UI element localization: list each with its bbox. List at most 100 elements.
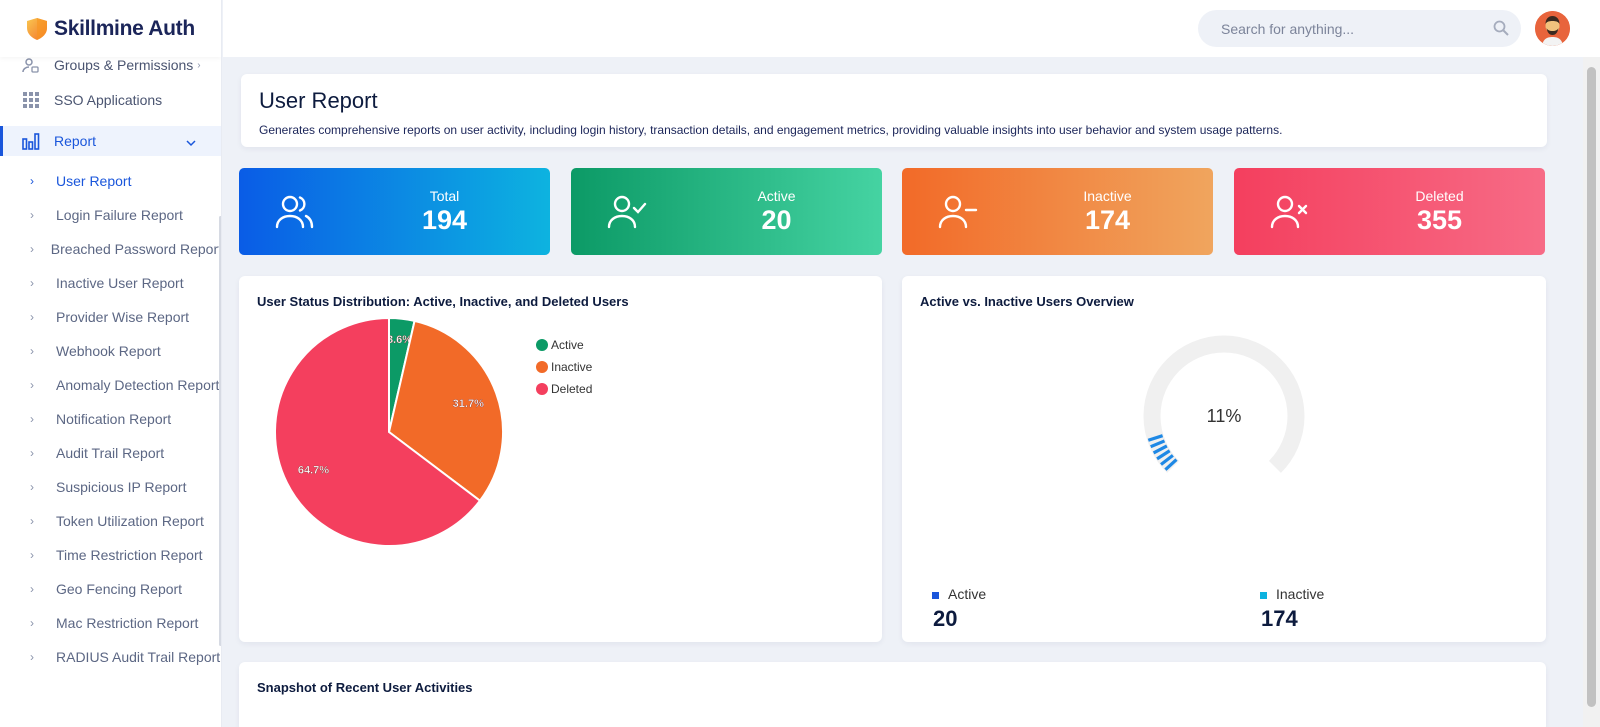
sidebar-subitem-login-failure-report[interactable]: › Login Failure Report [0,198,221,232]
gauge-center-label: 11% [1207,406,1242,426]
legend-dot-deleted [536,383,548,395]
stat-value: 194 [421,205,468,235]
sidebar-subitem-notification-report[interactable]: › Notification Report [0,402,221,436]
chevron-right-icon: › [30,548,34,562]
main-scrollbar[interactable] [1583,57,1600,727]
bar-chart-icon [22,132,40,150]
sidebar-subitem-user-report[interactable]: › User Report [0,164,221,198]
chevron-right-icon: › [30,208,34,222]
sub-label: Webhook Report [56,343,161,359]
pie-slice-inactive[interactable] [387,319,504,503]
gauge-value-tick [1164,458,1178,471]
chevron-right-icon: › [30,616,34,630]
gauge-chart-title: Active vs. Inactive Users Overview [920,294,1134,309]
sidebar-subitem-token-utilization-report[interactable]: › Token Utilization Report [0,504,221,538]
chevron-right-icon: › [30,412,34,426]
pie-slice-deleted[interactable] [274,316,482,547]
sidebar-subitem-provider-wise-report[interactable]: › Provider Wise Report [0,300,221,334]
user-check-icon [607,195,647,229]
sidebar-subitem-webhook-report[interactable]: › Webhook Report [0,334,221,368]
stat-card-inactive: Inactive 174 [902,168,1213,255]
legend-item-deleted[interactable]: Deleted [536,378,592,400]
report-submenu: › User Report › Login Failure Report › Brea… [0,156,221,674]
chevron-right-icon: › [197,59,201,71]
pie-data-label: 3.6% [387,334,412,346]
gauge-value-tick [1156,449,1171,461]
sidebar-subitem-suspicious-ip-report[interactable]: › Suspicious IP Report [0,470,221,504]
sub-label: Time Restriction Report [56,547,203,563]
sidebar-item-sso-applications[interactable]: SSO Applications [0,80,221,120]
stat-label: Inactive [1083,188,1132,204]
legend-value: 174 [1261,606,1298,631]
sidebar-subitem-geo-fencing-report[interactable]: › Geo Fencing Report [0,572,221,606]
gauge-value-tick [1147,434,1164,442]
legend-label: Deleted [551,382,593,396]
legend-label: Active [551,338,584,352]
top-header [223,0,1600,57]
legend-label: Active [948,586,987,602]
sidebar-item-label: Report [54,133,97,149]
sidebar-scrollbar[interactable] [219,216,221,646]
chevron-right-icon: › [30,480,34,494]
sidebar-item-label: SSO Applications [54,92,163,108]
sidebar-item-report[interactable]: Report [0,126,221,156]
brand[interactable]: Skillmine Auth [0,0,221,57]
scrollbar-thumb[interactable] [1587,67,1596,707]
chevron-right-icon: › [30,650,34,664]
search-icon[interactable] [1493,20,1509,41]
gauge-value-tick [1152,444,1168,455]
gauge-value-tick [1160,454,1174,466]
sidebar-subitem-radius-audit-trail-report[interactable]: › RADIUS Audit Trail Report [0,640,221,674]
sidebar-subitem-breached-password-report[interactable]: › Breached Password Report [0,232,221,266]
stat-label: Total [429,188,460,204]
snapshot-title: Snapshot of Recent User Activities [257,680,473,695]
chevron-right-icon: › [30,344,34,358]
gauge-track [1143,335,1305,473]
gauge-legend-inactive: Inactive 174 [1260,586,1324,632]
stat-value: 20 [761,205,792,235]
legend-square-active [932,591,939,599]
pie-legend: Active Inactive Deleted [536,334,592,400]
sub-label: Provider Wise Report [56,309,190,325]
sidebar-subitem-mac-restriction-report[interactable]: › Mac Restriction Report [0,606,221,640]
users-lock-icon [22,56,40,74]
sidebar: Groups & Permissions › SSO Applications … [0,0,222,727]
sidebar-item-groups-permissions[interactable]: Groups & Permissions › [0,50,221,80]
pie-chart-title: User Status Distribution: Active, Inacti… [257,294,629,309]
sidebar-item-label: Groups & Permissions [54,57,194,73]
page-title: User Report [259,88,378,113]
stat-label: Active [757,188,796,204]
gauge-chart-card: Active vs. Inactive Users Overview 11% A… [902,276,1546,642]
search-input[interactable] [1221,20,1481,37]
chevron-right-icon: › [30,582,34,596]
user-minus-icon [938,195,978,229]
avatar[interactable] [1535,11,1570,46]
chevron-right-icon: › [30,378,34,392]
sidebar-subitem-anomaly-detection-report[interactable]: › Anomaly Detection Report [0,368,221,402]
chevron-down-icon [186,134,196,150]
chevron-right-icon: › [30,446,34,460]
sub-label: RADIUS Audit Trail Report [56,649,221,665]
legend-item-inactive[interactable]: Inactive [536,356,592,378]
sidebar-subitem-inactive-user-report[interactable]: › Inactive User Report [0,266,221,300]
legend-dot-inactive [536,361,548,373]
user-x-icon [1270,195,1308,229]
search-box [1198,10,1521,47]
sidebar-subitem-audit-trail-report[interactable]: › Audit Trail Report [0,436,221,470]
legend-dot-active [536,339,548,351]
users-icon [275,195,314,229]
main-content: User Report Generates comprehensive repo… [223,57,1600,727]
chevron-right-icon: › [30,242,34,256]
apps-grid-icon [22,91,40,109]
legend-item-active[interactable]: Active [536,334,592,356]
sub-label: Geo Fencing Report [56,581,183,597]
pie-chart-card: User Status Distribution: Active, Inacti… [239,276,882,642]
chevron-right-icon: › [30,310,34,324]
stat-label: Deleted [1415,188,1464,204]
chevron-right-icon: › [30,174,34,188]
sub-label: Notification Report [56,411,172,427]
sub-label: Login Failure Report [56,207,183,223]
sidebar-nav: Groups & Permissions › SSO Applications … [0,50,221,674]
sidebar-subitem-time-restriction-report[interactable]: › Time Restriction Report [0,538,221,572]
page-description: Generates comprehensive reports on user … [259,123,1283,137]
